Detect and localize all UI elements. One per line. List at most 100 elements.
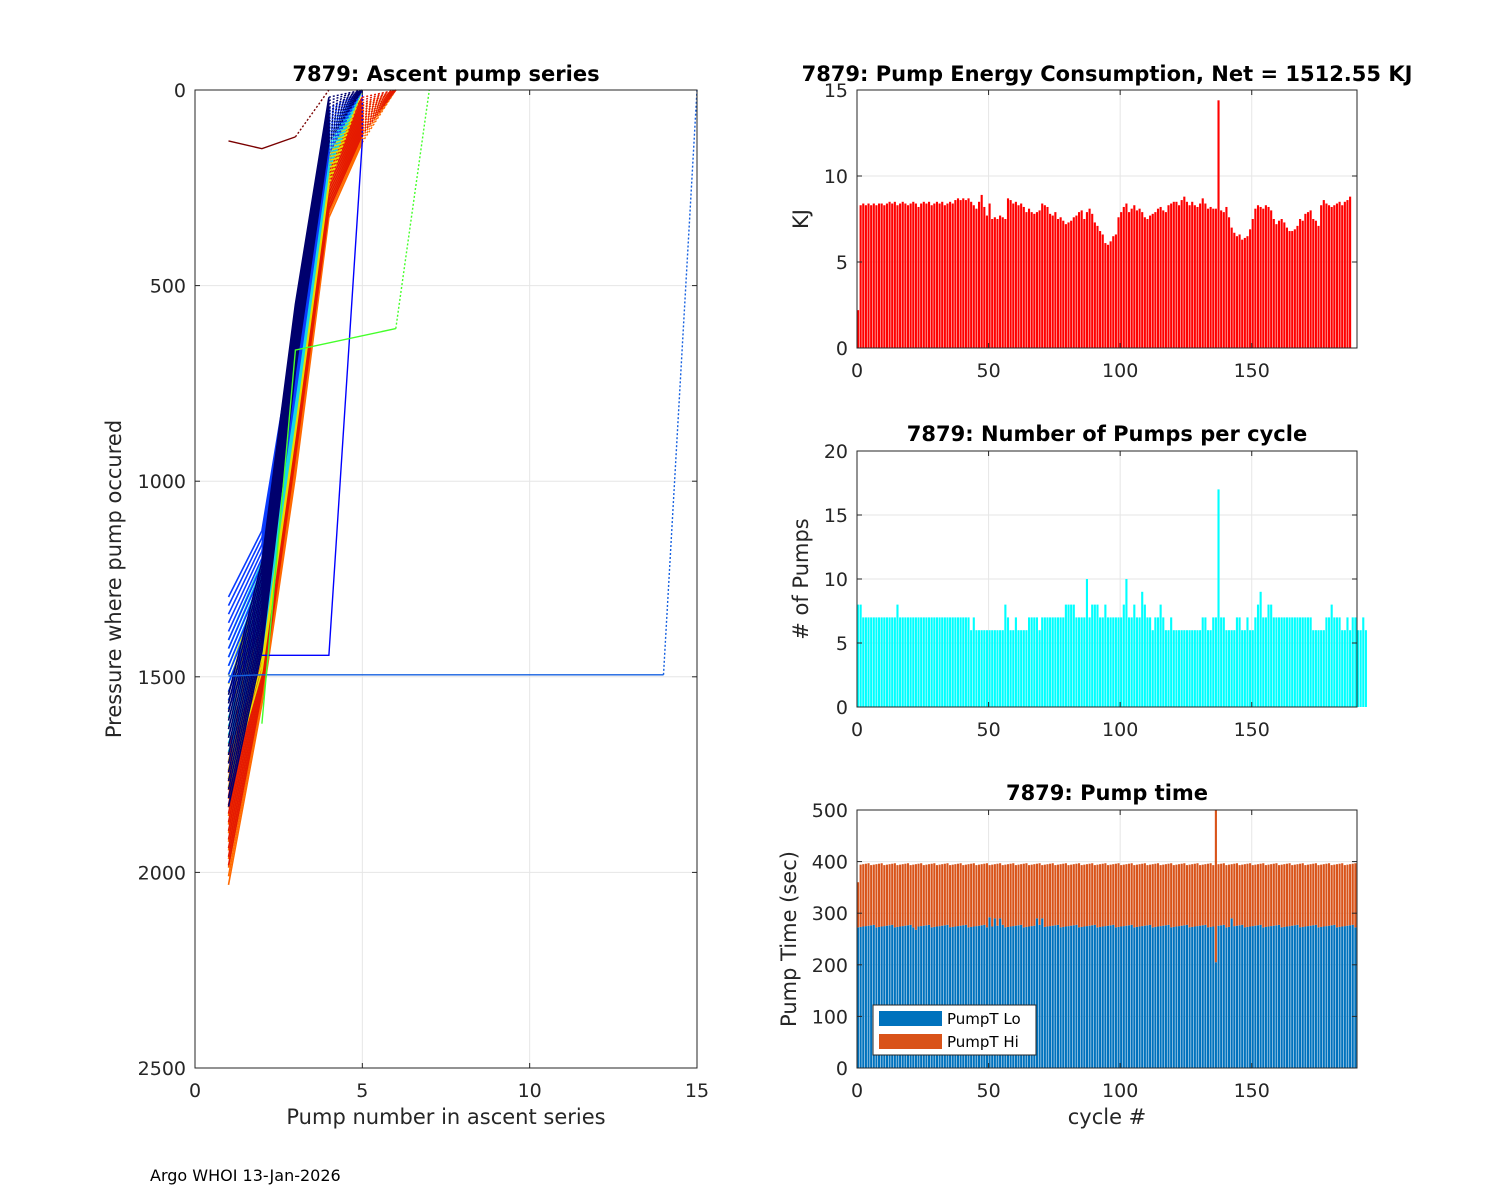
pumps-bar (1335, 617, 1338, 707)
pumptime-bar-lo (954, 926, 957, 1068)
pumps-bar (1154, 617, 1157, 707)
energy-bar (1196, 206, 1199, 348)
energy-bar (1030, 212, 1033, 348)
pumptime-bar-lo (1233, 926, 1236, 1068)
pumptime-bar-hi (1241, 864, 1244, 925)
energy-bar (1183, 196, 1186, 348)
pumptime-bar-lo (1120, 926, 1123, 1068)
pumptime-bar-lo (1080, 926, 1083, 1068)
pumptime-bar-lo (1004, 927, 1007, 1068)
pumps-bar (1259, 591, 1262, 707)
energy-bar (938, 203, 941, 348)
pumptime-bar-hi (1035, 863, 1038, 919)
energy-bar (1235, 236, 1238, 348)
pumptime-bar-lo (1191, 926, 1194, 1068)
pumptime-bar-lo (980, 925, 983, 1068)
pumptime-bar-hi (1235, 863, 1238, 926)
energy-bar (1288, 231, 1291, 348)
pumptime-bar-lo (883, 926, 886, 1068)
energy-bar (1220, 210, 1223, 348)
pumptime-bar-lo (925, 925, 928, 1068)
energy-bar (859, 205, 862, 348)
pumptime-bar-hi (1041, 865, 1044, 919)
pumptime-bar-hi (946, 863, 949, 925)
pumptime-bar-hi (1128, 863, 1131, 926)
pumptime-bar-hi (914, 864, 917, 930)
energy-bar (1283, 222, 1286, 348)
pumps-bar (1083, 617, 1086, 707)
pumps-bars (856, 489, 1367, 707)
legend-label-lo: PumpT Lo (947, 1010, 1021, 1028)
pumptime-bar-lo (870, 925, 873, 1068)
pumps-bar (1070, 604, 1073, 707)
pumps-bar (1075, 617, 1078, 707)
ascent-title: 7879: Ascent pump series (292, 62, 599, 86)
pumptime-bar-lo (1267, 926, 1270, 1068)
pumps-bar (930, 617, 933, 707)
pumptime-bar-hi (1280, 864, 1283, 928)
pumps-bar (1254, 617, 1257, 707)
pumptime-bar-hi (1291, 865, 1294, 926)
pumps-bar (1109, 617, 1112, 707)
pumptime-bar-hi (1075, 863, 1078, 925)
pumps-bar (954, 617, 957, 707)
pumptime-bar-lo (901, 926, 904, 1068)
pumps-bar (872, 617, 875, 707)
pumptime-bar-hi (1004, 864, 1007, 928)
pumps-bar (933, 617, 936, 707)
energy-bar (870, 205, 873, 348)
pumptime-bar-lo (975, 926, 978, 1068)
pumptime-bar-hi (1338, 863, 1341, 927)
pumptime-bar-lo (962, 925, 965, 1068)
pumptime-bar-lo (1243, 927, 1246, 1068)
pumps-bar (1178, 630, 1181, 707)
pumps-bar (1191, 630, 1194, 707)
pumptime-bar-hi (1141, 863, 1144, 927)
x-tick-label: 50 (976, 360, 1000, 382)
energy-bar (1164, 212, 1167, 348)
pumptime-bar-lo (878, 926, 881, 1068)
pumptime-bar-hi (943, 863, 946, 926)
pumptime-bar-lo (943, 925, 946, 1068)
pumptime-bar-hi (1283, 864, 1286, 927)
pumptime-bar-hi (901, 864, 904, 927)
pumptime-bar-hi (896, 865, 899, 927)
energy-bar (1085, 212, 1088, 348)
pumps-bar (943, 617, 946, 707)
pumptime-bar-lo (1096, 927, 1099, 1068)
pumptime-bar-hi (1064, 863, 1067, 927)
pumptime-bar-lo (1335, 927, 1338, 1068)
energy-bar (1088, 208, 1091, 348)
energy-bar (962, 198, 965, 348)
pumptime-bar-hi (1070, 864, 1073, 926)
pumptime-bar-lo (1106, 925, 1110, 1068)
pumptime-bar-hi (1264, 865, 1267, 927)
energy-bar (975, 208, 978, 348)
pumptime-bar-lo (1054, 925, 1057, 1068)
pumptime-bar-hi (996, 863, 999, 926)
energy-bar (1041, 203, 1044, 348)
ascent-dotted-bundle-yellow (328, 89, 363, 186)
energy-bar (1035, 212, 1038, 348)
pumptime-bar-lo (862, 926, 865, 1068)
y-tick-label: 10 (824, 166, 848, 188)
pumptime-bar-lo (1185, 924, 1188, 1068)
x-tick-label: 5 (356, 1080, 368, 1102)
pumptime-bar-hi (1096, 864, 1099, 928)
pumptime-bar-lo (880, 926, 883, 1068)
pumptime-title: 7879: Pump time (1006, 781, 1208, 805)
energy-bar (1343, 201, 1346, 348)
pumptime-bar-lo (1135, 926, 1138, 1068)
pumps-bar (1233, 630, 1236, 707)
pumptime-bar-hi (1043, 864, 1046, 927)
ascent-line-long-series (228, 674, 664, 677)
ascent-dotted-bundle-red (361, 89, 397, 130)
pumptime-bar-lo (964, 924, 967, 1068)
y-tick-label: 10 (824, 569, 848, 591)
pumptime-bar-lo (1322, 926, 1325, 1068)
pumptime-bar-hi (1312, 863, 1315, 926)
energy-bar (891, 203, 894, 348)
pumptime-bar-lo (1017, 925, 1020, 1068)
pumps-bar (1241, 630, 1244, 707)
pumptime-bar-lo (1220, 925, 1223, 1068)
